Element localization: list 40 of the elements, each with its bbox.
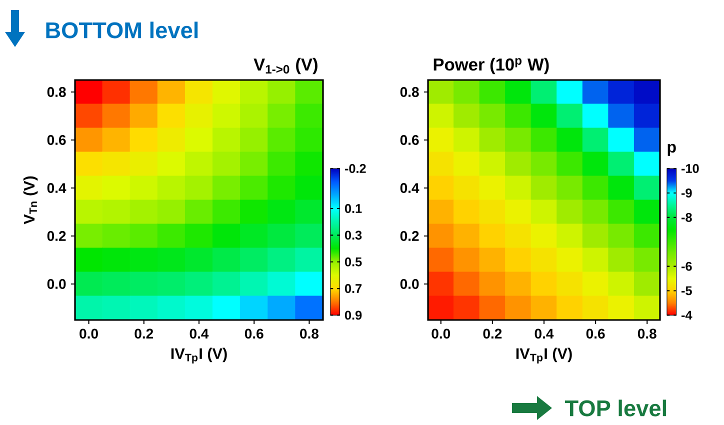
y-tick-label: 0.0 (47, 279, 66, 289)
x-tick-label: 0.6 (586, 328, 605, 339)
x-tick-label: 0.8 (300, 328, 319, 339)
color-bar-label: -4 (682, 310, 692, 320)
x-axis-title: IV$_{Tp}$I (V) (516, 348, 572, 364)
color-bar-label: -0.2 (344, 164, 366, 174)
x-tick-label: 0.4 (190, 328, 209, 339)
y-tick-label: 0.2 (47, 231, 66, 241)
x-tick-label: 0.0 (432, 328, 450, 339)
y-tick-label: 0.6 (47, 135, 66, 145)
y-tick-label: 0.4 (47, 183, 66, 193)
y-tick-label: 0.8 (47, 87, 66, 97)
x-tick-label: 0.6 (244, 328, 264, 339)
color-bar-label: 0.7 (344, 284, 362, 294)
text: TOP level (564, 400, 666, 416)
x-tick-label: 0.2 (483, 328, 502, 339)
color-bar-label: 0.9 (344, 310, 362, 320)
x-tick-label: 0.0 (80, 328, 98, 339)
color-bar-label: 0.5 (344, 257, 362, 266)
chart-title: Power (10$^{p}$ W) (434, 58, 549, 74)
text: BOTTOM level (46, 22, 198, 38)
x-tick-label: 0.4 (534, 328, 554, 339)
y-axis-title: V$_{Tn}$ (V) (23, 176, 38, 224)
y-tick-label: 0.4 (400, 183, 420, 193)
color-bar-title: p (668, 144, 676, 156)
y-tick-label: 0.2 (400, 231, 419, 241)
color-bar-label: 0.1 (344, 204, 362, 214)
x-axis-title: IV$_{Tp}$I (V) (171, 348, 227, 364)
color-bar-label: -8 (682, 212, 692, 222)
color-bar-label: -9 (682, 188, 692, 198)
color-bar-label: -5 (682, 286, 692, 296)
x-tick-label: 0.8 (638, 328, 656, 339)
color-bar-label: -10 (682, 164, 699, 174)
y-tick-label: 0.8 (400, 87, 419, 97)
color-bar-label: -6 (682, 262, 692, 271)
y-tick-label: 0.0 (400, 279, 419, 289)
y-tick-label: 0.6 (400, 135, 419, 145)
color-bar-label: 0.3 (344, 230, 362, 240)
x-tick-label: 0.2 (134, 328, 154, 339)
chart-title: V$_{1->0}$ (V) (254, 58, 318, 74)
